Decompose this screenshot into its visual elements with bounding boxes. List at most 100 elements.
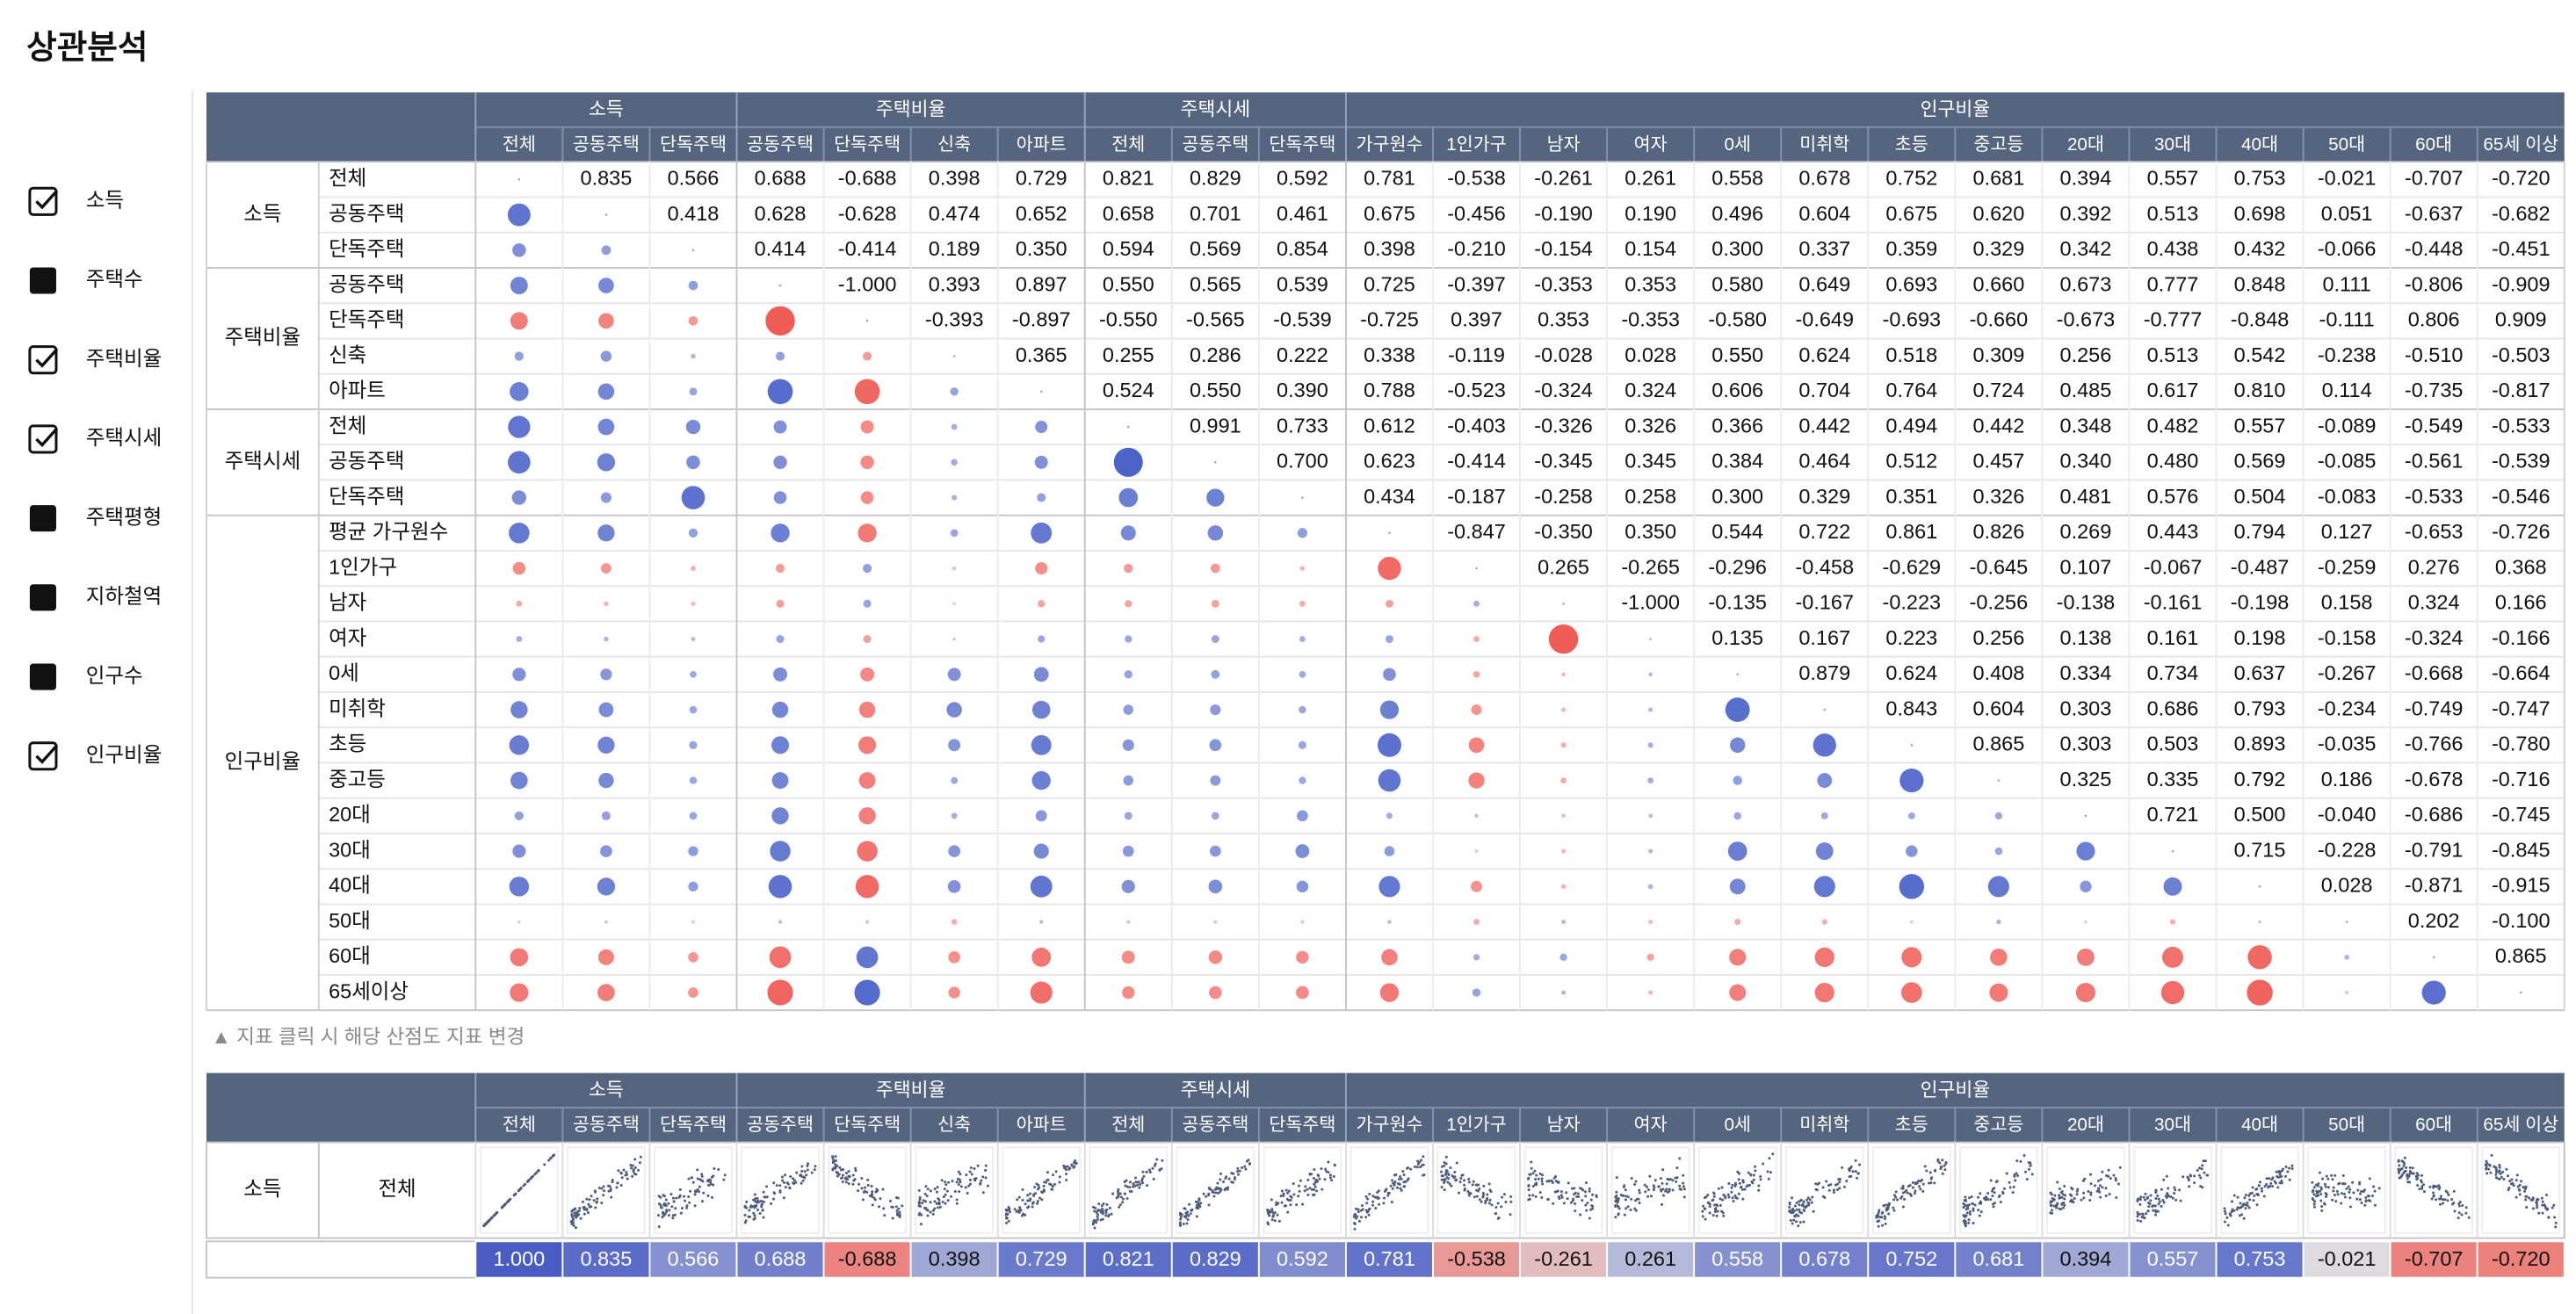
row-label[interactable]: 신축 [329, 343, 366, 366]
row-label[interactable]: 60대 [329, 944, 371, 967]
column-label[interactable]: 전체 [1111, 134, 1145, 155]
column-label[interactable]: 50대 [2328, 134, 2365, 155]
column-label[interactable]: 초등 [1895, 1115, 1928, 1135]
scatter-thumbnail[interactable] [2133, 1146, 2212, 1234]
column-label[interactable]: 중고등 [1973, 1115, 2023, 1135]
row-label[interactable]: 50대 [329, 909, 371, 932]
column-label[interactable]: 1인가구 [1446, 1115, 1507, 1135]
checkbox-label[interactable]: 주택수 [86, 268, 143, 291]
column-label[interactable]: 전체 [503, 1115, 536, 1135]
sidebar-checkbox[interactable]: 주택시세 [28, 424, 162, 454]
column-label[interactable]: 신축 [937, 1115, 971, 1135]
scatter-thumbnail[interactable] [2220, 1146, 2299, 1234]
row-label[interactable]: 초등 [329, 733, 366, 755]
row-label[interactable]: 단독주택 [329, 485, 404, 508]
row-label[interactable]: 공동주택 [329, 202, 404, 225]
scatter-thumbnail[interactable] [1697, 1146, 1777, 1234]
checkbox-label[interactable]: 주택평형 [86, 505, 162, 528]
column-label[interactable]: 신축 [937, 134, 971, 155]
checkbox-label[interactable]: 주택시세 [86, 426, 162, 449]
column-label[interactable]: 0세 [1724, 134, 1751, 155]
column-label[interactable]: 전체 [1111, 1115, 1145, 1135]
column-label[interactable]: 공동주택 [747, 1115, 814, 1135]
column-label[interactable]: 30대 [2154, 134, 2191, 155]
checkbox-label[interactable]: 주택비율 [86, 347, 162, 370]
column-label[interactable]: 20대 [2067, 1115, 2104, 1135]
column-label[interactable]: 0세 [1724, 1115, 1751, 1135]
scatter-thumbnail[interactable] [741, 1146, 820, 1234]
scatter-thumbnail[interactable] [567, 1146, 646, 1234]
scatter-thumbnail[interactable] [1263, 1146, 1342, 1234]
sidebar-checkbox[interactable]: 인구수 [29, 663, 143, 690]
sidebar-checkbox[interactable]: 지하철역 [29, 584, 162, 611]
column-label[interactable]: 중고등 [1973, 134, 2023, 155]
row-label[interactable]: 남자 [329, 591, 366, 614]
scatter-thumbnail[interactable] [1959, 1146, 2038, 1234]
column-label[interactable]: 1인가구 [1446, 134, 1507, 155]
scatter-thumbnail[interactable] [2046, 1146, 2125, 1234]
sidebar-checkbox[interactable]: 인구비율 [28, 741, 162, 771]
row-label[interactable]: 공동주택 [329, 272, 404, 295]
column-label[interactable]: 단독주택 [834, 1115, 901, 1135]
scatter-thumbnail[interactable] [1871, 1146, 1951, 1234]
column-label[interactable]: 공동주택 [1182, 1115, 1248, 1135]
scatter-thumbnail[interactable] [1350, 1146, 1429, 1234]
column-label[interactable]: 가구원수 [1356, 1115, 1422, 1135]
row-label[interactable]: 1인가구 [329, 555, 397, 578]
column-label[interactable]: 여자 [1634, 134, 1668, 155]
scatter-thumbnail[interactable] [1610, 1146, 1690, 1234]
column-label[interactable]: 40대 [2241, 134, 2278, 155]
sidebar-checkbox[interactable]: 주택평형 [29, 505, 162, 532]
scatter-thumbnail[interactable] [1002, 1146, 1082, 1234]
column-label[interactable]: 65세 이상 [2483, 134, 2558, 155]
column-label[interactable]: 공동주택 [1182, 134, 1248, 155]
column-label[interactable]: 50대 [2328, 1115, 2365, 1135]
column-label[interactable]: 60대 [2415, 134, 2452, 155]
row-label[interactable]: 아파트 [329, 379, 386, 401]
checkbox-label[interactable]: 인구비율 [86, 743, 162, 766]
column-label[interactable]: 60대 [2415, 1115, 2452, 1135]
column-label[interactable]: 단독주택 [660, 134, 727, 155]
scatter-thumbnail[interactable] [1176, 1146, 1255, 1234]
scatter-thumbnail[interactable] [1784, 1146, 1864, 1234]
row-label[interactable]: 공동주택 [329, 450, 404, 473]
column-label[interactable]: 단독주택 [834, 134, 901, 155]
scatter-thumbnail[interactable] [828, 1146, 907, 1234]
sidebar-checkbox[interactable]: 소득 [28, 186, 124, 216]
scatter-thumbnail[interactable] [2481, 1146, 2561, 1234]
column-label[interactable]: 65세 이상 [2483, 1115, 2558, 1135]
column-label[interactable]: 30대 [2154, 1115, 2191, 1135]
column-label[interactable]: 남자 [1547, 1115, 1581, 1135]
column-label[interactable]: 공동주택 [573, 134, 640, 155]
row-label[interactable]: 평균 가구원수 [329, 520, 448, 543]
column-label[interactable]: 미취학 [1799, 134, 1849, 155]
scatter-thumbnail[interactable] [2394, 1146, 2474, 1234]
row-label[interactable]: 미취학 [329, 697, 386, 719]
row-label[interactable]: 단독주택 [329, 308, 404, 331]
row-label[interactable]: 20대 [329, 803, 371, 826]
checkbox-label[interactable]: 지하철역 [86, 585, 162, 608]
scatter-thumbnail[interactable] [480, 1146, 559, 1234]
column-label[interactable]: 20대 [2067, 134, 2104, 155]
column-label[interactable]: 40대 [2241, 1115, 2278, 1135]
scatter-thumbnail[interactable] [1436, 1146, 1516, 1234]
column-label[interactable]: 아파트 [1017, 134, 1067, 155]
row-label[interactable]: 30대 [329, 838, 371, 861]
column-label[interactable]: 여자 [1634, 1115, 1668, 1135]
row-label[interactable]: 0세 [329, 661, 359, 684]
column-label[interactable]: 공동주택 [747, 134, 814, 155]
scatter-thumbnail[interactable] [915, 1146, 994, 1234]
row-label[interactable]: 단독주택 [329, 237, 404, 260]
column-label[interactable]: 아파트 [1017, 1115, 1067, 1135]
scatter-thumbnail[interactable] [1523, 1146, 1603, 1234]
column-label[interactable]: 단독주택 [1269, 134, 1335, 155]
column-label[interactable]: 미취학 [1799, 1115, 1849, 1135]
row-label[interactable]: 여자 [329, 626, 366, 649]
row-label[interactable]: 40대 [329, 874, 371, 897]
column-label[interactable]: 전체 [503, 134, 536, 155]
row-label[interactable]: 중고등 [329, 768, 386, 791]
column-label[interactable]: 초등 [1895, 134, 1928, 155]
checkbox-label[interactable]: 인구수 [86, 664, 143, 687]
row-label[interactable]: 전체 [329, 414, 366, 437]
column-label[interactable]: 단독주택 [1269, 1115, 1335, 1135]
